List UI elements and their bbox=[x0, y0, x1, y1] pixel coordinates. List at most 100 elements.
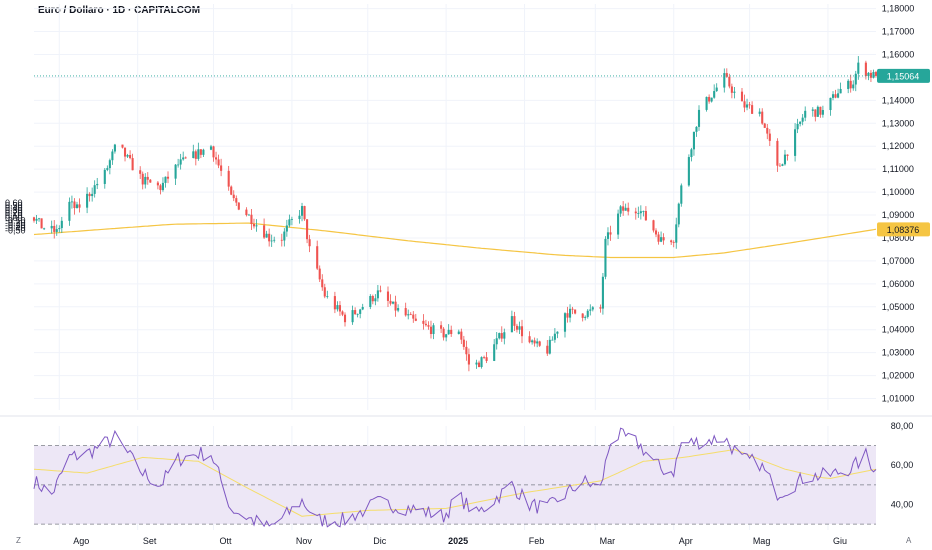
candle-body bbox=[634, 211, 637, 214]
candle-body bbox=[672, 242, 675, 243]
candle-body bbox=[697, 109, 701, 127]
candle-body bbox=[220, 165, 223, 171]
candle-body bbox=[556, 331, 559, 334]
candle-body bbox=[766, 127, 769, 134]
candle-body bbox=[763, 123, 766, 128]
right-axis-tick: 1,18000 bbox=[882, 4, 915, 14]
right-axis-tick: 1,01000 bbox=[882, 394, 915, 404]
candle-body bbox=[351, 310, 354, 323]
candle-body bbox=[298, 215, 301, 220]
candle-body bbox=[660, 237, 663, 242]
candle-body bbox=[209, 146, 213, 150]
candle-body bbox=[457, 331, 460, 335]
candle-body bbox=[139, 170, 142, 174]
timezone-toggle[interactable]: Z bbox=[16, 536, 21, 545]
candle-body bbox=[553, 333, 556, 340]
candle-body bbox=[728, 76, 731, 87]
left-axis-tick: 0,30 bbox=[5, 205, 23, 215]
candle-body bbox=[123, 147, 127, 157]
candle-body bbox=[715, 87, 718, 92]
candle-body bbox=[336, 305, 339, 310]
right-axis-tick: 1,04000 bbox=[882, 325, 915, 335]
candle-body bbox=[179, 159, 182, 165]
candle-body bbox=[361, 307, 364, 310]
candle-body bbox=[374, 298, 377, 302]
ma-badge bbox=[877, 222, 930, 237]
candle-body bbox=[591, 307, 594, 310]
candle-body bbox=[581, 313, 584, 318]
candle-body bbox=[657, 234, 660, 242]
candle-body bbox=[318, 268, 321, 280]
candle-body bbox=[184, 157, 187, 159]
candle-body bbox=[371, 296, 374, 302]
candle-body bbox=[510, 316, 513, 333]
candle-body bbox=[748, 104, 751, 106]
candle-body bbox=[849, 80, 852, 89]
candle-body bbox=[814, 109, 817, 117]
candle-body bbox=[58, 228, 61, 230]
candle-body bbox=[692, 131, 695, 150]
candle-body bbox=[321, 279, 324, 288]
candle-body bbox=[75, 204, 79, 209]
candle-body bbox=[91, 193, 94, 197]
candle-body bbox=[166, 176, 170, 179]
candle-body bbox=[450, 329, 453, 335]
moving-average bbox=[33, 222, 877, 259]
candle-body bbox=[38, 218, 41, 220]
candle-body bbox=[376, 290, 379, 299]
candle-body bbox=[341, 311, 344, 315]
candle-body bbox=[96, 183, 99, 186]
rsi-line bbox=[33, 427, 877, 528]
right-axis-tick: 1,06000 bbox=[882, 279, 915, 289]
x-axis-tick: 2025 bbox=[448, 536, 468, 546]
candle-body bbox=[32, 217, 36, 221]
candle-body bbox=[781, 164, 784, 166]
right-axis-tick: 1,11000 bbox=[882, 164, 914, 174]
candle-body bbox=[290, 219, 293, 220]
candle-body bbox=[799, 121, 802, 124]
candle-body bbox=[394, 301, 397, 311]
candle-body bbox=[662, 237, 665, 241]
candle-body bbox=[432, 325, 435, 335]
candle-body bbox=[445, 334, 448, 338]
candle-body bbox=[156, 182, 159, 186]
candle-body bbox=[407, 314, 410, 316]
candle-body bbox=[783, 154, 787, 165]
candle-body bbox=[217, 159, 220, 166]
candle-body bbox=[194, 151, 197, 159]
candle-body bbox=[675, 224, 678, 243]
left-axis-tick: 0,00 bbox=[5, 213, 23, 223]
auto-scale-toggle[interactable]: A bbox=[906, 536, 912, 545]
candle-body bbox=[270, 240, 273, 242]
candle-body bbox=[126, 155, 129, 157]
candle-body bbox=[93, 185, 96, 194]
left-axis-tick: -0,50 bbox=[5, 225, 26, 235]
candle-body bbox=[404, 308, 407, 316]
candle-body bbox=[397, 308, 400, 311]
candle-body bbox=[837, 93, 840, 98]
candle-body bbox=[768, 133, 771, 141]
candle-body bbox=[202, 149, 205, 155]
candle-body bbox=[786, 154, 789, 156]
chart-title: Euro / Dollaro · 1D · CAPITALCOM bbox=[38, 5, 201, 16]
candles bbox=[32, 56, 878, 372]
candle-body bbox=[35, 218, 38, 221]
candle-body bbox=[442, 328, 445, 338]
candle-body bbox=[639, 211, 642, 214]
candle-body bbox=[566, 313, 569, 318]
candle-body bbox=[268, 233, 271, 242]
rsi-axis-tick: 80,00 bbox=[891, 421, 914, 431]
last-price-badge bbox=[877, 68, 930, 83]
right-axis-tick: 1,08000 bbox=[882, 233, 915, 243]
candle-body bbox=[730, 86, 733, 93]
candle-body bbox=[642, 210, 645, 212]
candle-body bbox=[149, 179, 152, 183]
candle-body bbox=[141, 173, 144, 185]
candle-body bbox=[88, 193, 91, 197]
left-axis-tick: -0,10 bbox=[5, 215, 26, 225]
candle-body bbox=[834, 94, 837, 98]
left-axis-tick: -0,20 bbox=[5, 218, 26, 228]
candle-body bbox=[869, 72, 872, 78]
candle-body bbox=[495, 338, 498, 345]
